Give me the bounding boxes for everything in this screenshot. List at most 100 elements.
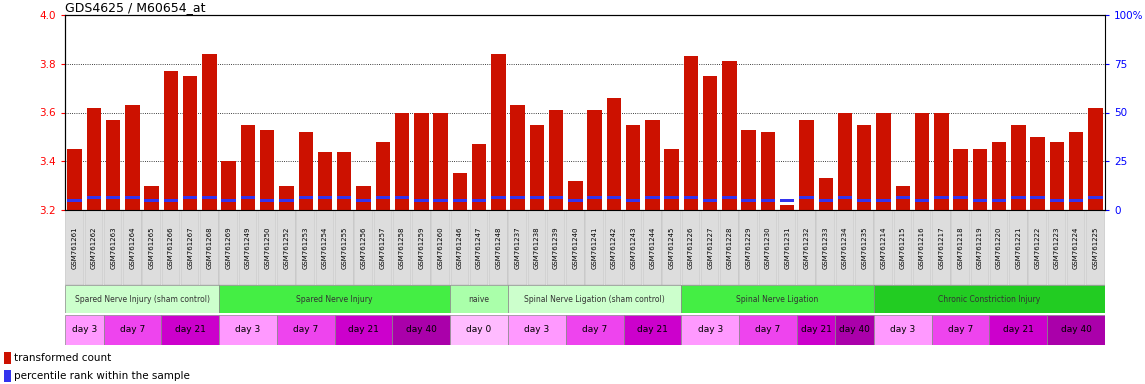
Bar (221, 161, 236, 210)
Text: GSM761261: GSM761261 (72, 226, 78, 269)
Bar (858, 199, 871, 202)
Text: day 21: day 21 (348, 326, 379, 334)
Text: naive: naive (468, 295, 490, 303)
Bar (895, 185, 910, 210)
Bar (508, 285, 681, 313)
Bar (703, 199, 718, 202)
Text: day 3: day 3 (236, 326, 261, 334)
Bar (65, 285, 219, 313)
Bar (587, 110, 602, 210)
Bar (68, 199, 81, 202)
Text: GSM761269: GSM761269 (226, 226, 231, 269)
Bar (183, 76, 197, 210)
Bar (451, 210, 469, 285)
Bar (992, 142, 1006, 210)
Bar (219, 315, 277, 345)
Bar (318, 152, 332, 210)
Bar (739, 315, 797, 345)
Bar (106, 196, 120, 199)
Text: GSM761254: GSM761254 (322, 226, 327, 269)
Bar (701, 210, 719, 285)
Bar (511, 196, 524, 199)
Bar (1009, 210, 1027, 285)
Bar (1088, 196, 1103, 199)
Text: Spinal Nerve Ligation: Spinal Nerve Ligation (736, 295, 819, 303)
Text: day 21: day 21 (800, 326, 831, 334)
Bar (664, 196, 679, 199)
Text: day 21: day 21 (637, 326, 668, 334)
Text: day 3: day 3 (72, 326, 97, 334)
Text: day 21: day 21 (175, 326, 206, 334)
Bar (260, 129, 275, 210)
Bar (681, 315, 739, 345)
Bar (568, 199, 583, 202)
Text: GSM761243: GSM761243 (630, 226, 637, 269)
Text: GSM761219: GSM761219 (977, 226, 982, 269)
Bar (643, 210, 662, 285)
Bar (316, 210, 334, 285)
Text: GSM761260: GSM761260 (437, 226, 443, 269)
Bar (221, 199, 236, 202)
Bar (452, 199, 467, 202)
Text: day 7: day 7 (293, 326, 318, 334)
Text: GSM761234: GSM761234 (842, 226, 848, 269)
Text: GSM761222: GSM761222 (1035, 226, 1041, 269)
Bar (934, 196, 948, 199)
Bar (469, 210, 488, 285)
Bar (356, 199, 371, 202)
Text: GSM761246: GSM761246 (457, 226, 463, 269)
Text: Spinal Nerve Ligation (sham control): Spinal Nerve Ligation (sham control) (524, 295, 665, 303)
Bar (489, 210, 507, 285)
Text: day 40: day 40 (1060, 326, 1091, 334)
Bar (722, 61, 736, 210)
Text: day 7: day 7 (120, 326, 145, 334)
Bar (626, 125, 640, 210)
Bar (334, 315, 393, 345)
Bar (530, 125, 544, 210)
Text: GSM761264: GSM761264 (129, 226, 135, 269)
Text: GSM761268: GSM761268 (206, 226, 213, 269)
Text: GSM761215: GSM761215 (900, 226, 906, 269)
Bar (491, 54, 506, 210)
Bar (954, 196, 968, 199)
Bar (836, 210, 854, 285)
Bar (414, 113, 428, 210)
Bar (144, 199, 159, 202)
Bar (125, 196, 140, 199)
Text: GSM761248: GSM761248 (496, 226, 502, 269)
Bar (508, 315, 566, 345)
Text: GSM761231: GSM761231 (784, 226, 790, 269)
Bar (645, 120, 660, 210)
Bar (838, 196, 852, 199)
Bar (585, 210, 603, 285)
Text: Chronic Constriction Injury: Chronic Constriction Injury (938, 295, 1041, 303)
Bar (240, 125, 255, 210)
Bar (65, 210, 84, 285)
Bar (161, 210, 180, 285)
Bar (1011, 196, 1026, 199)
Bar (279, 185, 294, 210)
Bar (68, 149, 81, 210)
Text: GSM761226: GSM761226 (688, 226, 694, 269)
Text: GSM761238: GSM761238 (534, 226, 539, 269)
Bar (3, 352, 11, 364)
Bar (124, 210, 142, 285)
Text: transformed count: transformed count (14, 353, 111, 363)
Bar (3, 369, 11, 382)
Bar (740, 210, 758, 285)
Bar (181, 210, 199, 285)
Bar (934, 113, 948, 210)
Bar (760, 199, 775, 202)
Text: GSM761217: GSM761217 (938, 226, 945, 269)
Bar (104, 210, 123, 285)
Text: GSM761256: GSM761256 (361, 226, 366, 269)
Bar (277, 210, 295, 285)
Bar (759, 210, 777, 285)
Bar (915, 113, 930, 210)
Bar (684, 56, 698, 210)
Text: GSM761249: GSM761249 (245, 226, 251, 269)
Bar (971, 210, 989, 285)
Bar (1048, 315, 1105, 345)
Bar (722, 196, 736, 199)
Text: GSM761235: GSM761235 (861, 226, 867, 269)
